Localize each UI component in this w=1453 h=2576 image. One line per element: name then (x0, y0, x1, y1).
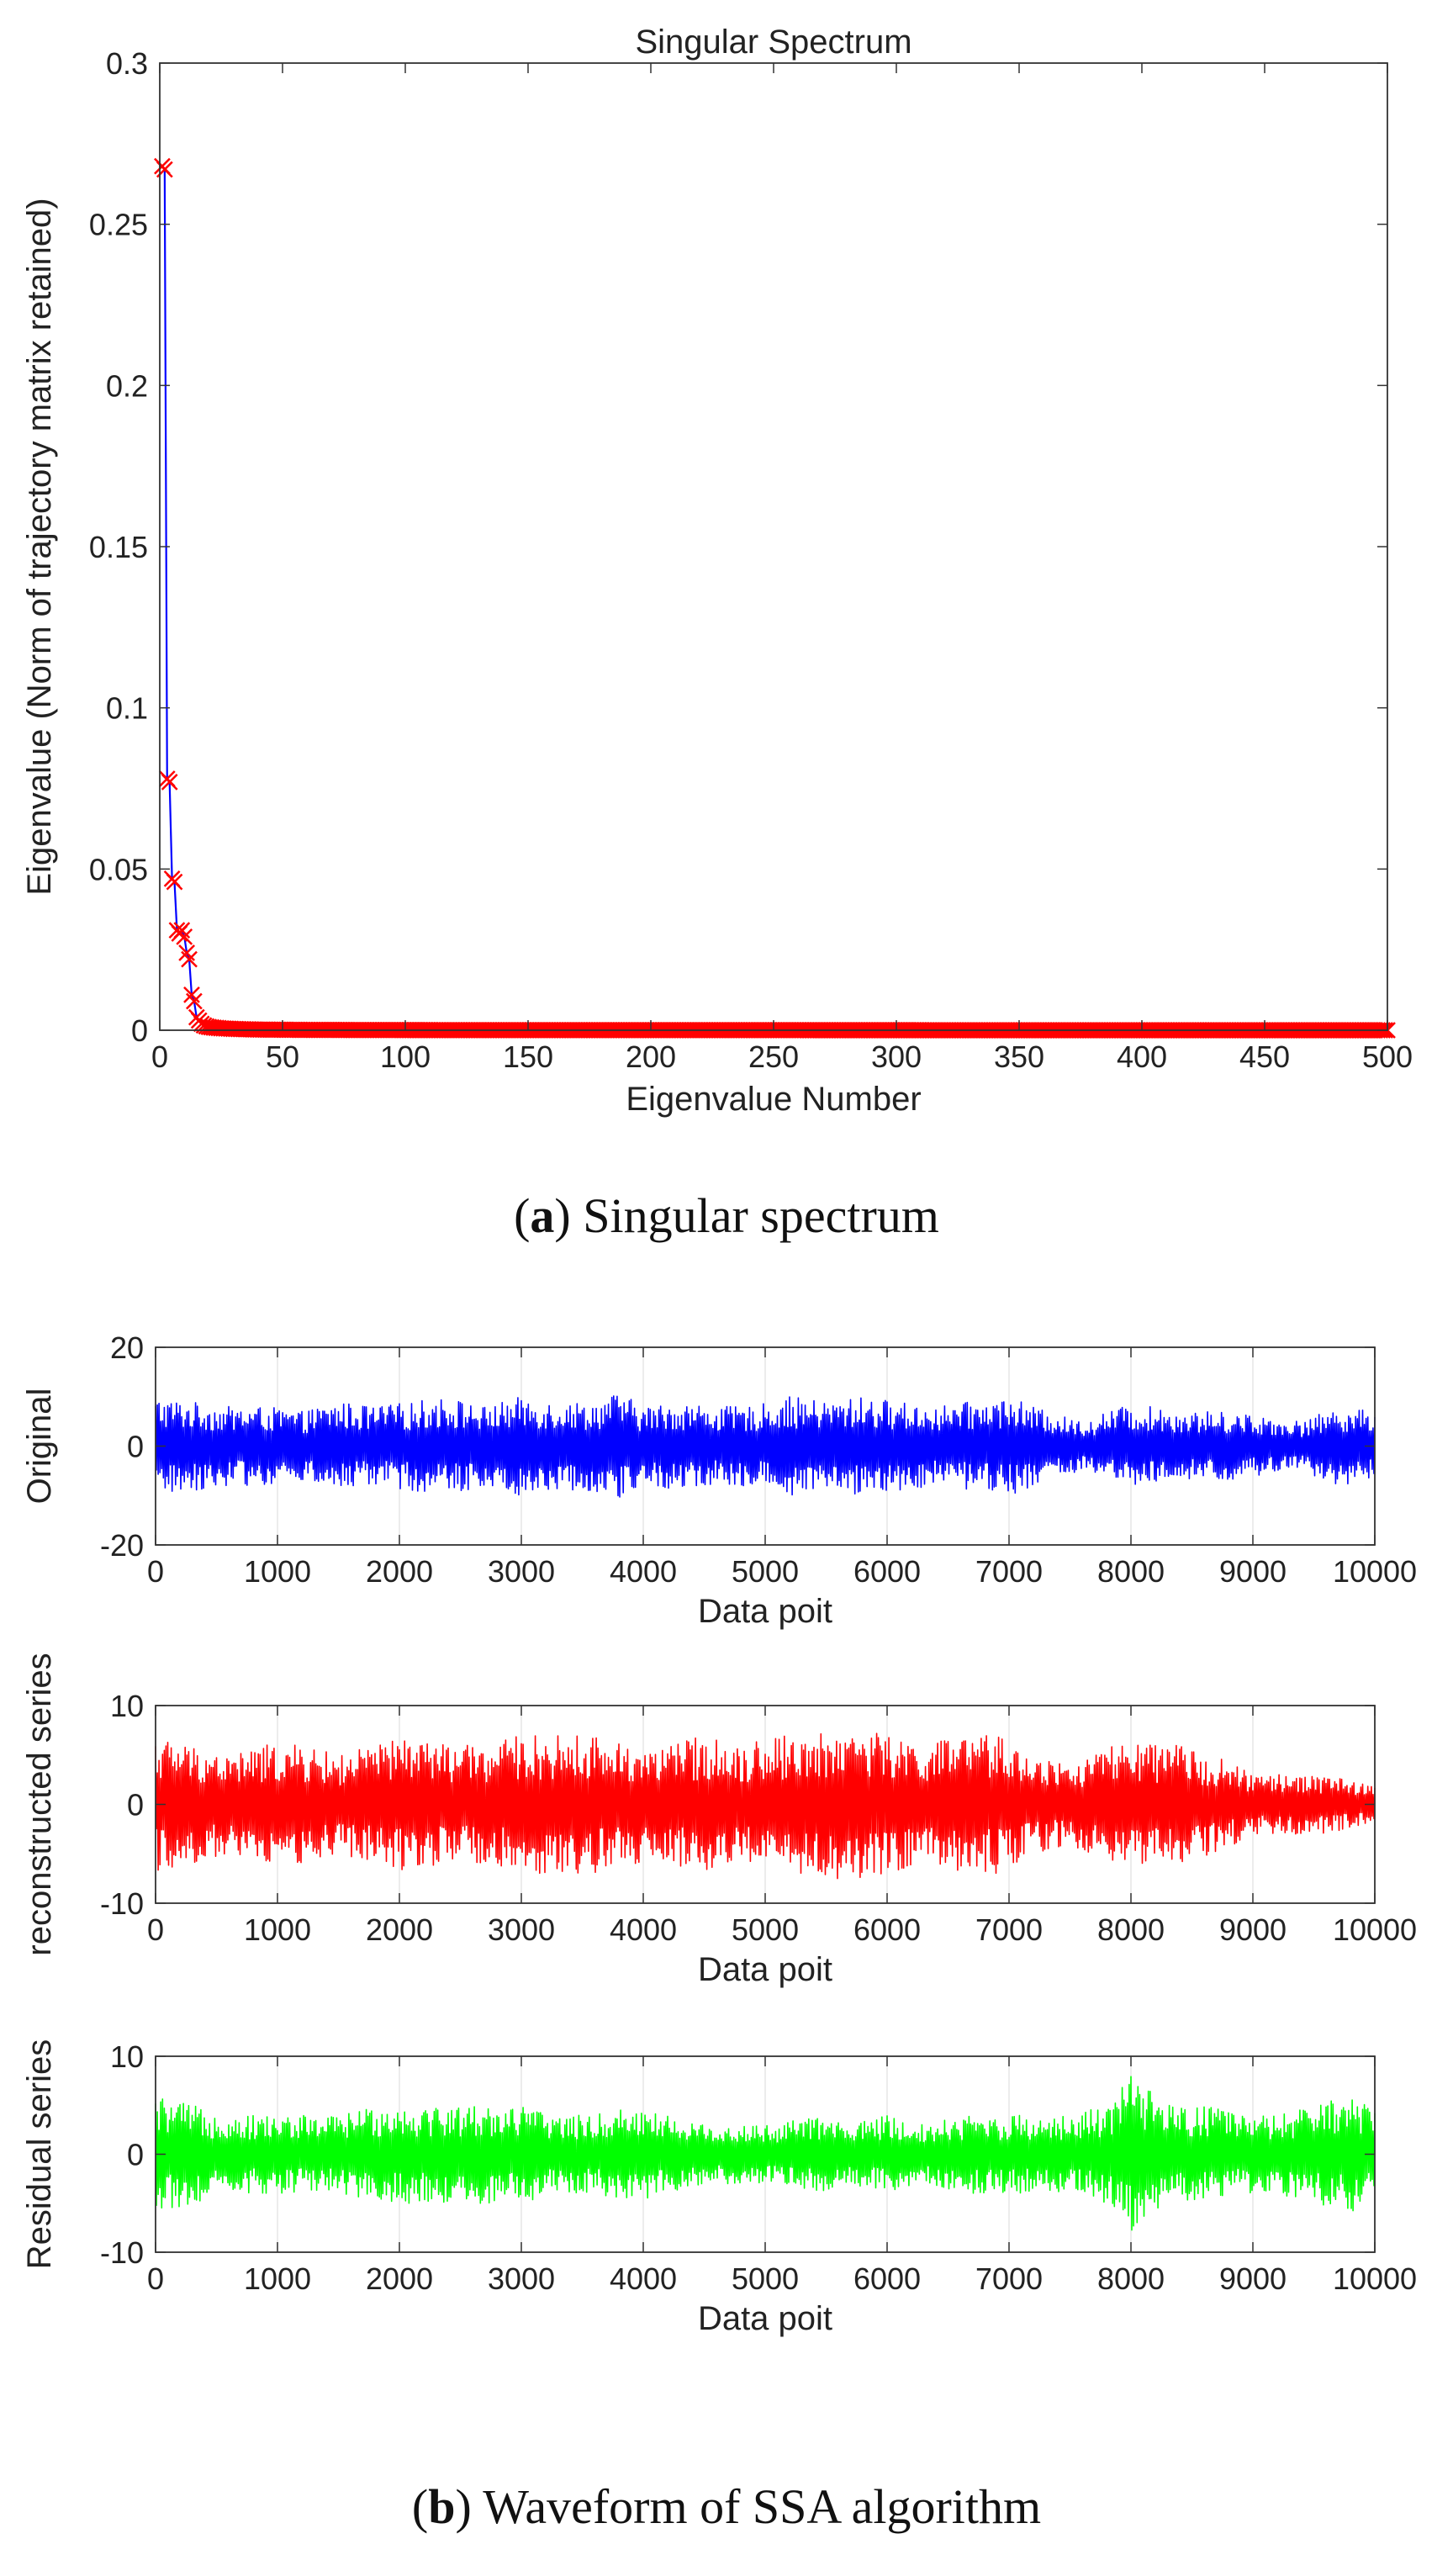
plot-frame (159, 62, 1388, 1031)
spectrum-marker (185, 992, 203, 1010)
x-tick-label: 7000 (975, 1912, 1043, 1947)
caption-a-text: Singular spectrum (583, 1188, 939, 1243)
x-tick-label: 0 (151, 1039, 168, 1074)
x-axis-title: Data poit (698, 1593, 832, 1630)
x-tick-label: 200 (626, 1039, 676, 1074)
spectrum-markers (154, 157, 1396, 1039)
x-tick-label: 2000 (366, 1912, 433, 1947)
y-tick-label: 0.15 (89, 530, 148, 564)
reconstructed-series-chart: 0 1000 2000 3000 4000 5000 6000 7000 8000 9000 100… (21, 1653, 1417, 1988)
y-tick-label: 0.25 (89, 208, 148, 242)
x-tick-label: 7000 (975, 1554, 1043, 1589)
y-axis-title: Residual series (21, 2039, 58, 2269)
singular-spectrum-chart: 0 50 100 150 200 250 300 350 400 450 500 0 0.05 0.1 0.… (21, 24, 1413, 1118)
x-tick-label: 9000 (1219, 1912, 1287, 1947)
y-tick-label: 0.2 (106, 368, 148, 403)
x-axis-title: Eigenvalue Number (626, 1081, 921, 1118)
x-tick-label: 6000 (853, 1554, 921, 1589)
original-series-chart: 0 1000 2000 3000 4000 5000 6000 7000 8000 9000 100… (21, 1330, 1417, 1630)
y-tick-label: -10 (100, 1886, 144, 1921)
caption-b-text: Waveform of SSA algorithm (483, 2479, 1041, 2534)
x-tick-label: 8000 (1097, 1554, 1165, 1589)
x-tick-label: 9000 (1219, 2261, 1287, 2296)
x-tick-label: 5000 (732, 1554, 799, 1589)
x-tick-label: 1000 (244, 2261, 311, 2296)
plot-frame (155, 1705, 1376, 1904)
x-tick-label: 10000 (1333, 1554, 1417, 1589)
x-tick-label: 3000 (488, 1554, 555, 1589)
spectrum-marker (181, 950, 198, 968)
caption-b-letter: b (428, 2479, 455, 2534)
y-tick-label: 20 (110, 1330, 144, 1365)
x-tick-label: 250 (748, 1039, 799, 1074)
y-tick-label: -10 (100, 2235, 144, 2270)
x-tick-label: 0 (147, 2261, 164, 2296)
y-axis-title: Original (21, 1389, 58, 1505)
x-tick-label: 450 (1239, 1039, 1290, 1074)
x-tick-label: 400 (1117, 1039, 1167, 1074)
x-tick-label: 100 (380, 1039, 431, 1074)
residual-series-chart: 0 1000 2000 3000 4000 5000 6000 7000 8000 9000 100… (21, 2039, 1417, 2337)
x-tick-label: 3000 (488, 2261, 555, 2296)
x-tick-label: 10000 (1333, 2261, 1417, 2296)
y-tick-label: 0.3 (106, 46, 148, 81)
plot-frame (155, 1346, 1376, 1546)
spectrum-marker (176, 928, 193, 945)
caption-a-letter: a (530, 1188, 554, 1243)
x-tick-label: 7000 (975, 2261, 1043, 2296)
y-tick-label: 0 (127, 2138, 144, 2172)
x-tick-label: 6000 (853, 2261, 921, 2296)
x-tick-label: 4000 (610, 1554, 677, 1589)
x-tick-label: 300 (871, 1039, 922, 1074)
x-tick-label: 3000 (488, 1912, 555, 1947)
y-tick-label: 10 (110, 2039, 144, 2074)
x-tick-label: 1000 (244, 1912, 311, 1947)
x-tick-label: 50 (266, 1039, 299, 1074)
y-tick-label: 0 (127, 1788, 144, 1822)
x-tick-label: 4000 (610, 1912, 677, 1947)
y-tick-label: 0 (131, 1013, 148, 1048)
spectrum-marker (161, 773, 178, 791)
y-tick-label: 0 (127, 1430, 144, 1464)
y-axis-title: reconstructed series (21, 1653, 58, 1955)
caption-a: (a) Singular spectrum (514, 1188, 939, 1243)
x-tick-label: 0 (147, 1554, 164, 1589)
y-tick-label: 0.1 (106, 691, 148, 726)
x-tick-label: 4000 (610, 2261, 677, 2296)
x-tick-label: 150 (503, 1039, 553, 1074)
x-tick-label: 10000 (1333, 1912, 1417, 1947)
x-tick-label: 8000 (1097, 2261, 1165, 2296)
x-tick-label: 2000 (366, 2261, 433, 2296)
x-tick-label: 2000 (366, 1554, 433, 1589)
x-tick-label: 5000 (732, 2261, 799, 2296)
y-axis-title: Eigenvalue (Norm of trajectory matrix re… (21, 198, 58, 895)
series-line (155, 2076, 1376, 2231)
y-tick-label: 10 (110, 1689, 144, 1723)
x-tick-label: 8000 (1097, 1912, 1165, 1947)
y-tick-label: -20 (100, 1528, 144, 1563)
x-axis-title: Data poit (698, 2300, 832, 2337)
x-axis-title: Data poit (698, 1951, 832, 1988)
x-tick-label: 1000 (244, 1554, 311, 1589)
series-line (155, 1395, 1376, 1498)
spectrum-marker (166, 873, 183, 891)
x-tick-label: 6000 (853, 1912, 921, 1947)
x-tick-label: 500 (1362, 1039, 1413, 1074)
x-tick-label: 350 (994, 1039, 1044, 1074)
y-tick-label: 0.05 (89, 852, 148, 886)
plot-frame (155, 2055, 1376, 2253)
series-line (155, 1732, 1376, 1880)
caption-b: (b) Waveform of SSA algorithm (412, 2479, 1041, 2534)
x-tick-label: 0 (147, 1912, 164, 1947)
x-tick-label: 9000 (1219, 1554, 1287, 1589)
x-tick-label: 5000 (732, 1912, 799, 1947)
spectrum-line (161, 166, 1388, 1032)
chart-title: Singular Spectrum (635, 24, 911, 61)
